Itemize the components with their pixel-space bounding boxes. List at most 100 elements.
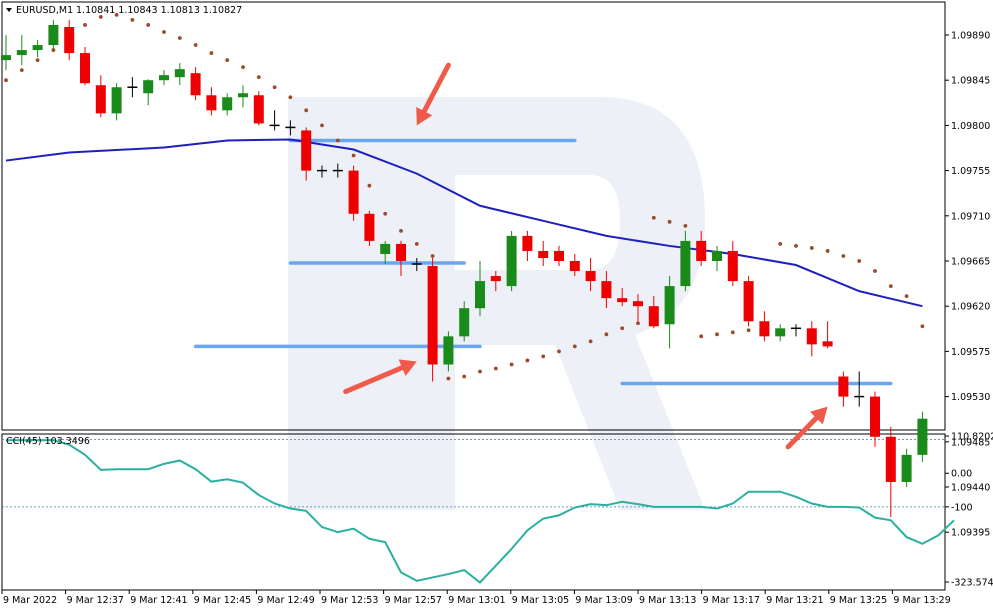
- candle-body: [427, 266, 438, 365]
- price-panel-frame: [1, 1, 946, 431]
- candle-body: [64, 26, 75, 54]
- sar-dot: [351, 153, 356, 158]
- arrow-shaft: [421, 62, 451, 114]
- sar-dot: [177, 36, 182, 40]
- candle-body: [111, 87, 122, 114]
- sar-dot: [636, 321, 640, 326]
- sar-dot: [272, 85, 277, 90]
- annotation-arrows: [343, 62, 828, 450]
- sar-dot: [225, 58, 230, 63]
- sar-dot: [256, 75, 261, 80]
- candle-body: [901, 454, 912, 482]
- sar-dot: [525, 358, 530, 363]
- moving-average-line: [5, 138, 923, 308]
- sar-dot: [857, 259, 862, 263]
- time-tick-label: 9 Mar 13:21: [766, 595, 823, 606]
- sar-dot: [730, 330, 735, 335]
- sar-dot: [288, 95, 293, 100]
- sar-dot: [794, 244, 798, 248]
- sar-dot: [699, 334, 704, 339]
- candle-body: [1, 55, 11, 61]
- candle-body: [870, 396, 880, 437]
- dropdown-triangle-icon[interactable]: [6, 8, 12, 12]
- candlesticks: [1, 19, 928, 518]
- cci-level-lines: [2, 439, 945, 508]
- candle-body: [506, 235, 517, 287]
- ohlc-readout: 1.10841 1.10843 1.10813 1.10827: [76, 5, 242, 16]
- candle-body: [917, 418, 928, 455]
- time-tick-label: 9 Mar 12:57: [385, 595, 442, 606]
- candle-body: [838, 376, 849, 397]
- candle-body: [206, 95, 217, 111]
- price-tick-label: 1.09755: [951, 166, 990, 177]
- price-tick-label: 1.09800: [951, 121, 990, 132]
- sar-dot: [367, 183, 372, 188]
- candle-body: [32, 45, 43, 51]
- sar-dot: [604, 332, 609, 337]
- arrow-head: [398, 359, 417, 376]
- cci-tick-label: 110.8202: [951, 432, 993, 443]
- moving-average: [5, 138, 923, 308]
- sar-dot: [873, 269, 877, 273]
- sar-dot: [209, 51, 214, 55]
- sar-dot: [683, 223, 688, 228]
- time-tick-label: 9 Mar 13:01: [448, 595, 505, 606]
- sar-dot: [493, 366, 498, 371]
- sar-dot: [320, 123, 324, 128]
- candle-body: [522, 235, 533, 251]
- time-tick-label: 9 Mar 12:37: [67, 595, 124, 606]
- candle-body: [222, 97, 233, 111]
- cci-tick-label: -323.5745: [951, 578, 993, 589]
- candle-body: [648, 306, 659, 327]
- candle-body: [190, 73, 201, 96]
- sar-dot: [841, 254, 846, 258]
- sar-dot: [335, 138, 340, 143]
- candle-body: [396, 243, 406, 261]
- candle-body: [80, 53, 90, 84]
- sar-dot: [35, 58, 40, 63]
- cci-label: CCI(45) 103.3496: [6, 436, 90, 447]
- sar-dot: [651, 215, 656, 220]
- sar-dot: [572, 344, 577, 349]
- sar-dot: [114, 13, 119, 17]
- candle-body: [885, 436, 896, 482]
- candle-body: [364, 213, 375, 241]
- candle-body: [554, 250, 564, 261]
- candle-body: [538, 250, 549, 258]
- price-tick-label: 1.09395: [951, 528, 990, 539]
- candle-body: [569, 261, 580, 272]
- candle-body: [459, 308, 470, 337]
- candle-body: [759, 321, 770, 337]
- arrow-head: [809, 406, 828, 425]
- candle-body: [16, 50, 27, 56]
- sar-dot: [478, 369, 482, 374]
- sar-dot: [19, 68, 24, 73]
- sar-dot: [430, 254, 435, 258]
- time-tick-label: 9 Mar 13:25: [830, 595, 887, 606]
- sar-dot: [557, 349, 561, 354]
- time-tick-label: 9 Mar 13:09: [575, 595, 632, 606]
- candle-body: [633, 301, 643, 307]
- candle-body: [348, 170, 359, 214]
- candle-body: [443, 336, 454, 365]
- time-tick-label: 9 Mar 12:53: [321, 595, 378, 606]
- time-tick-label: 9 Mar 2022: [3, 595, 57, 606]
- candle-body: [743, 281, 754, 322]
- candle-body: [775, 328, 786, 337]
- time-tick-label: 9 Mar 12:45: [194, 595, 251, 606]
- price-tick-label: 1.09530: [951, 392, 990, 403]
- candle-body: [253, 95, 264, 124]
- candle-body: [727, 250, 738, 282]
- sar-dot: [241, 65, 245, 70]
- price-tick-label: 1.09665: [951, 257, 990, 268]
- sar-dot: [4, 78, 8, 83]
- sar-dot: [304, 108, 309, 113]
- candle-body: [48, 24, 59, 46]
- price-tick-label: 1.09575: [951, 347, 990, 358]
- candle-body: [617, 298, 628, 303]
- sar-dot: [509, 362, 514, 367]
- sar-dot: [620, 326, 625, 331]
- candle-body: [601, 281, 612, 299]
- sar-dot: [83, 23, 87, 27]
